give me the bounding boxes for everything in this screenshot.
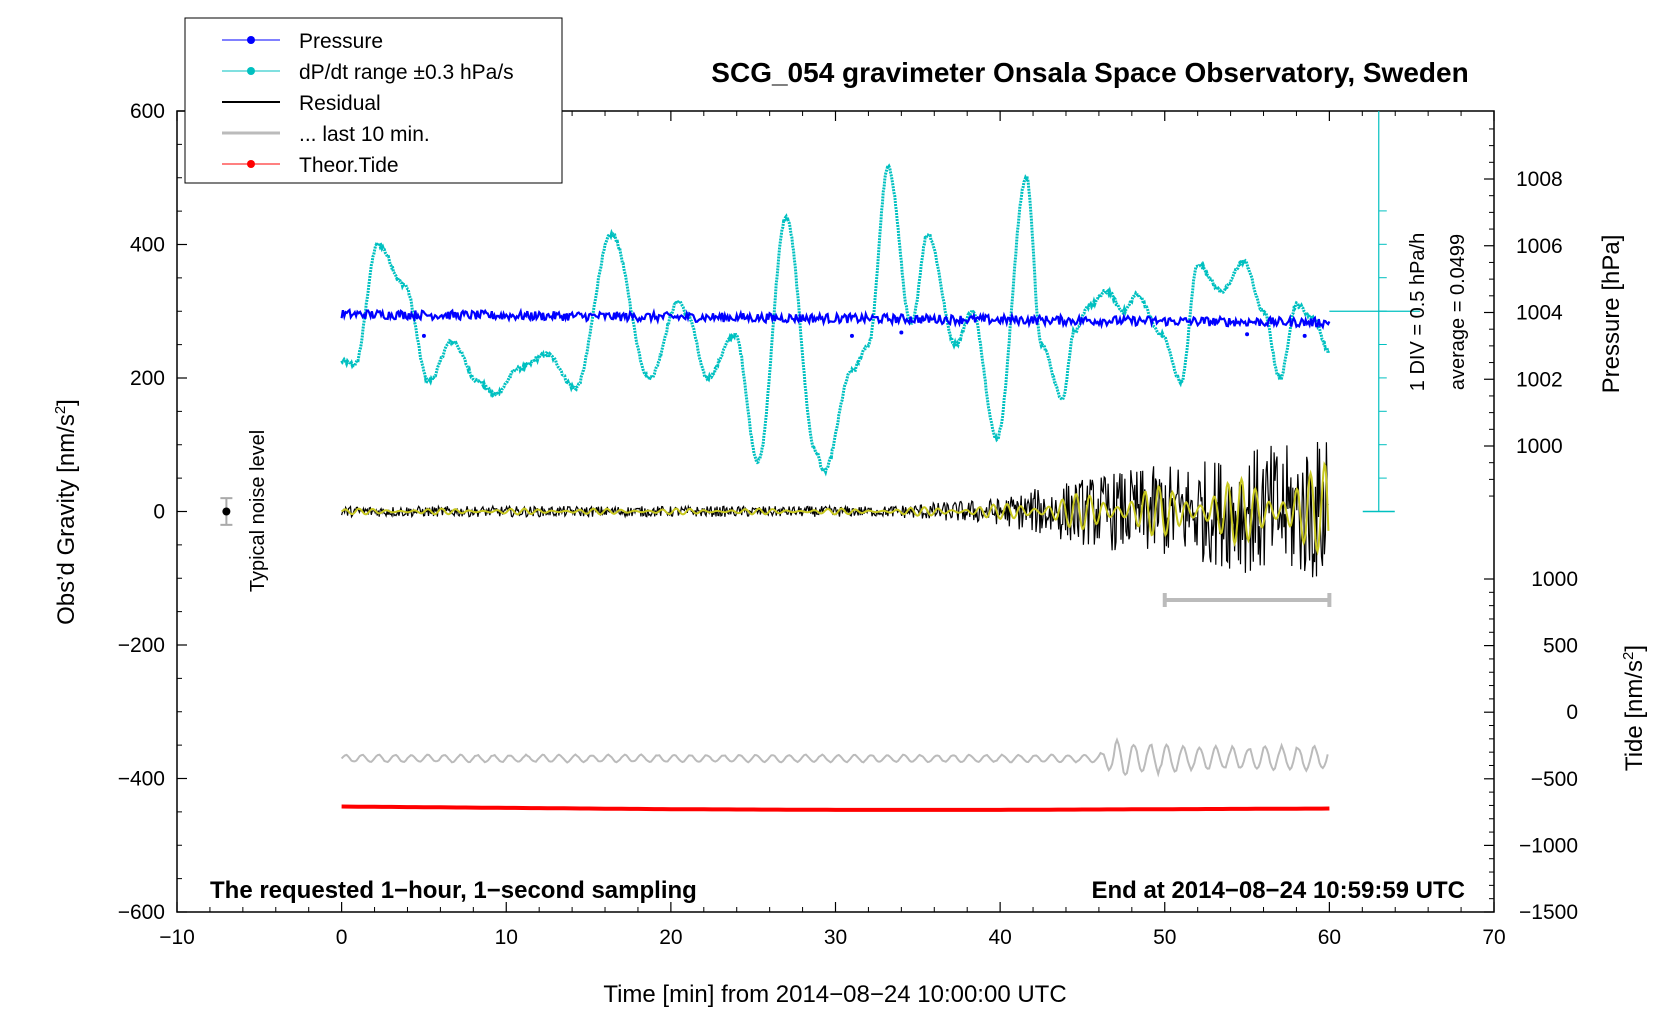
x-axis-label: Time [min] from 2014−08−24 10:00:00 UTC — [603, 981, 1066, 1008]
pressure-tick-label: 1008 — [1516, 168, 1563, 191]
legend-marker-pressure — [247, 36, 255, 44]
pressure-tick-label: 1002 — [1516, 368, 1563, 391]
pressure-tick-label: 1006 — [1516, 235, 1563, 258]
legend-label-residual: Residual — [299, 92, 381, 115]
y-tick-label: 0 — [153, 501, 165, 524]
legend-label-pressure: Pressure — [299, 30, 383, 53]
average-label: average = 0.0499 — [1447, 234, 1469, 390]
y-tick-label: −400 — [118, 768, 165, 791]
x-tick-label: 10 — [495, 926, 518, 949]
legend-label-last10: ... last 10 min. — [299, 123, 430, 146]
noise-point — [222, 507, 231, 516]
legend-label-dpdt: dP/dt range ±0.3 hPa/s — [299, 61, 514, 84]
x-tick-label: 30 — [824, 926, 847, 949]
tide-tick-label: −500 — [1531, 768, 1578, 791]
x-tick-label: −10 — [159, 926, 195, 949]
series-residual-filtered-line — [340, 461, 1330, 556]
end-time-note: End at 2014−08−24 10:59:59 UTC — [1091, 877, 1465, 904]
y-tick-label: 200 — [130, 367, 165, 390]
noise-label: Typical noise level — [247, 430, 269, 592]
tide-tick-label: 1000 — [1531, 568, 1578, 591]
legend-label-tide: Theor.Tide — [299, 154, 399, 177]
y-tick-label: −600 — [118, 901, 165, 924]
y-tick-label: 400 — [130, 234, 165, 257]
series-last10-line — [340, 736, 1329, 778]
y-axis-label: Obs’d Gravity [nm/s2] — [52, 399, 80, 625]
legend-box — [184, 17, 563, 184]
tide-tick-label: −1500 — [1519, 901, 1578, 924]
legend: Pressure dP/dt range ±0.3 hPa/s Residual… — [184, 17, 563, 184]
tide-tick-label: 0 — [1566, 701, 1578, 724]
pressure-outlier-point — [421, 333, 426, 338]
x-tick-label: 40 — [988, 926, 1011, 949]
chart-title: SCG_054 gravimeter Onsala Space Observat… — [711, 57, 1468, 88]
series-dpdt-line — [340, 163, 1331, 477]
sampling-note: The requested 1−hour, 1−second sampling — [210, 877, 697, 904]
pressure-outlier-point — [899, 330, 904, 335]
tide-tick-label: −1000 — [1519, 834, 1578, 857]
series-residual-line — [341, 441, 1329, 578]
pressure-axis-label: Pressure [hPa] — [1598, 235, 1625, 394]
pressure-outlier-point — [849, 333, 854, 338]
tide-tick-label: 500 — [1543, 635, 1578, 658]
series-pressure-line — [340, 307, 1331, 330]
pressure-tick-label: 1000 — [1516, 435, 1563, 458]
x-tick-label: 70 — [1482, 926, 1505, 949]
x-tick-label: 60 — [1318, 926, 1341, 949]
pressure-outlier-point — [1302, 333, 1307, 338]
x-tick-label: 20 — [659, 926, 682, 949]
legend-marker-tide — [247, 160, 255, 168]
x-tick-label: 0 — [336, 926, 348, 949]
tide-axis-label: Tide [nm/s2] — [1620, 645, 1648, 771]
legend-marker-dpdt — [247, 67, 255, 75]
div-scale-label: 1 DIV = 0.5 hPa/h — [1407, 233, 1429, 391]
y-tick-label: 600 — [130, 100, 165, 123]
x-tick-label: 50 — [1153, 926, 1176, 949]
pressure-tick-label: 1004 — [1516, 302, 1563, 325]
y-tick-label: −200 — [118, 634, 165, 657]
series-tide-line — [341, 804, 1330, 812]
pressure-outlier-point — [1245, 332, 1250, 337]
